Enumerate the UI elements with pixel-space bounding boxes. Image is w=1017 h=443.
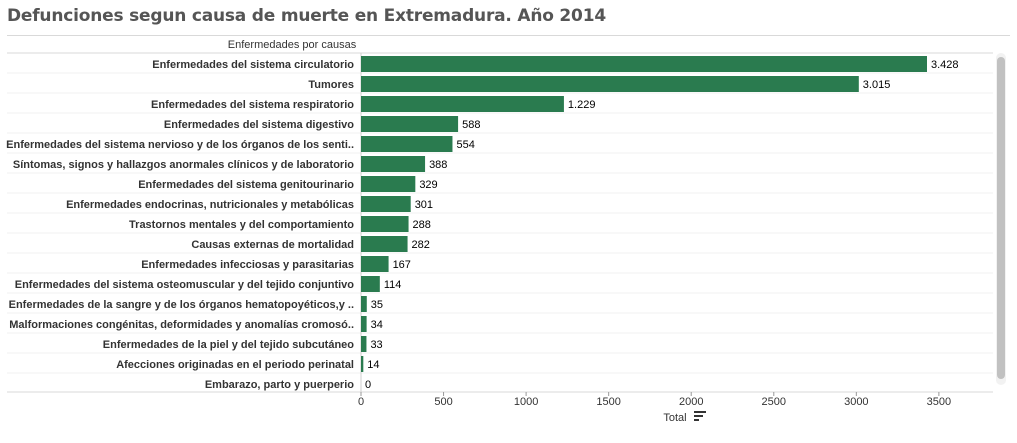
row-label: Enfermedades del sistema circulatorio: [152, 59, 354, 71]
value-label: 3.428: [931, 59, 959, 71]
x-tick-label: 3500: [927, 396, 951, 408]
bar[interactable]: [361, 296, 367, 312]
row-label: Enfermedades de la sangre y de los órgan…: [9, 299, 354, 311]
value-label: 554: [456, 139, 474, 151]
bar[interactable]: [361, 256, 389, 272]
value-label: 167: [393, 259, 411, 271]
sort-icon[interactable]: [694, 411, 706, 421]
x-tick-label: 1500: [596, 396, 620, 408]
x-tick-label: 0: [358, 396, 364, 408]
bar[interactable]: [361, 56, 927, 72]
row-label: Síntomas, signos y hallazgos anormales c…: [13, 159, 354, 171]
bar[interactable]: [361, 336, 367, 352]
row-label: Enfermedades del sistema respiratorio: [151, 99, 354, 111]
value-label: 329: [419, 179, 437, 191]
row-label: Afecciones originadas en el periodo peri…: [116, 359, 354, 371]
bar[interactable]: [361, 116, 459, 132]
x-tick-label: 2500: [762, 396, 786, 408]
value-label: 588: [462, 119, 480, 131]
x-axis-title: Total: [663, 412, 686, 424]
x-axis: 0 500 1000 1500 2000 2500 3000 3500: [358, 392, 951, 408]
row-header: Enfermedades por causas: [228, 39, 357, 51]
row-label: Embarazo, parto y puerperio: [205, 379, 354, 391]
bar[interactable]: [361, 136, 453, 152]
row-labels: Enfermedades del sistema circulatorio Tum…: [6, 59, 354, 391]
bar[interactable]: [361, 176, 416, 192]
scrollbar-thumb[interactable]: [997, 57, 1005, 379]
row-label: Tumores: [308, 79, 354, 91]
row-label: Trastornos mentales y del comportamiento: [129, 219, 354, 231]
title-divider: [7, 35, 1010, 36]
value-label: 288: [413, 219, 431, 231]
value-label: 114: [384, 279, 402, 291]
row-label: Enfermedades del sistema digestivo: [164, 119, 354, 131]
x-tick-label: 3000: [844, 396, 868, 408]
page-title: Defunciones segun causa de muerte en Ext…: [7, 6, 606, 26]
value-label: 388: [429, 159, 447, 171]
row-label: Enfermedades del sistema osteomuscular y…: [15, 279, 355, 291]
row-label: Enfermedades del sistema nervioso y de l…: [6, 139, 354, 151]
row-label: Enfermedades del sistema genitourinario: [138, 179, 354, 191]
value-label: 35: [371, 299, 383, 311]
row-label: Causas externas de mortalidad: [191, 239, 354, 251]
value-label: 301: [415, 199, 433, 211]
bar[interactable]: [361, 196, 411, 212]
bar[interactable]: [361, 316, 367, 332]
bar[interactable]: [361, 276, 380, 292]
value-label: 34: [371, 319, 383, 331]
bar[interactable]: [361, 356, 364, 372]
x-tick-label: 2000: [679, 396, 703, 408]
value-label: 1.229: [568, 99, 596, 111]
bar[interactable]: [361, 216, 409, 232]
row-label: Enfermedades endocrinas, nutricionales y…: [66, 199, 354, 211]
value-label: 282: [412, 239, 430, 251]
row-label: Malformaciones congénitas, deformidades …: [9, 319, 354, 331]
value-label: 3.015: [863, 79, 891, 91]
bar[interactable]: [361, 156, 426, 172]
bars: [361, 56, 927, 372]
gridlines: [7, 52, 993, 393]
value-label: 0: [365, 379, 371, 391]
x-tick-label: 1000: [514, 396, 538, 408]
bar[interactable]: [361, 96, 564, 112]
bar[interactable]: [361, 236, 408, 252]
row-label: Enfermedades infecciosas y parasitarias: [141, 259, 354, 271]
bar[interactable]: [361, 76, 859, 92]
value-label: 14: [367, 359, 379, 371]
x-tick-label: 500: [434, 396, 452, 408]
value-label: 33: [370, 339, 382, 351]
row-label: Enfermedades de la piel y del tejido sub…: [103, 339, 355, 351]
